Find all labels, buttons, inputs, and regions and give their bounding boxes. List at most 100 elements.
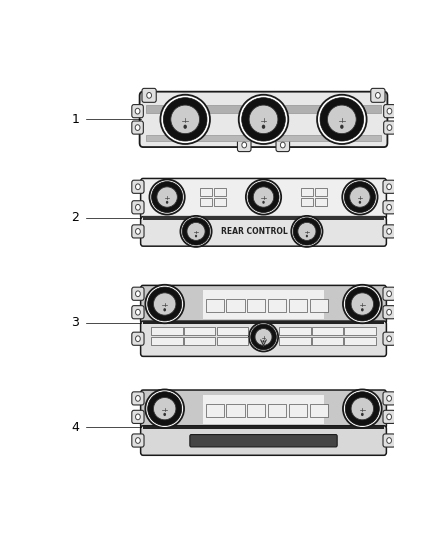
Ellipse shape: [293, 218, 321, 245]
Bar: [146, 106, 381, 113]
Ellipse shape: [317, 95, 367, 144]
Circle shape: [262, 201, 265, 204]
Bar: [143, 216, 384, 220]
FancyBboxPatch shape: [383, 392, 395, 405]
Bar: [200, 188, 212, 196]
Circle shape: [387, 108, 392, 114]
Circle shape: [135, 229, 140, 235]
FancyBboxPatch shape: [141, 321, 386, 357]
Bar: [206, 300, 224, 312]
FancyBboxPatch shape: [383, 434, 395, 447]
Text: REAR CONTROL: REAR CONTROL: [222, 227, 288, 236]
Bar: [312, 327, 343, 335]
Circle shape: [184, 125, 187, 129]
Circle shape: [387, 205, 392, 210]
Bar: [184, 336, 215, 345]
FancyBboxPatch shape: [132, 180, 144, 193]
FancyBboxPatch shape: [141, 426, 386, 455]
Text: 1: 1: [71, 113, 79, 126]
Text: 2: 2: [71, 212, 79, 224]
FancyBboxPatch shape: [132, 104, 143, 118]
Bar: [216, 336, 248, 345]
Circle shape: [387, 438, 392, 443]
FancyBboxPatch shape: [371, 88, 385, 102]
FancyBboxPatch shape: [276, 139, 290, 151]
Bar: [312, 336, 343, 345]
Bar: [184, 327, 215, 335]
Bar: [301, 198, 313, 206]
Bar: [310, 404, 328, 417]
Circle shape: [135, 438, 140, 443]
FancyBboxPatch shape: [383, 180, 395, 193]
Bar: [206, 404, 224, 417]
FancyBboxPatch shape: [237, 139, 251, 151]
Ellipse shape: [328, 105, 356, 134]
Bar: [214, 188, 226, 196]
Circle shape: [135, 125, 140, 131]
Ellipse shape: [253, 187, 274, 207]
Circle shape: [361, 413, 364, 416]
Ellipse shape: [291, 216, 322, 247]
Ellipse shape: [342, 180, 378, 215]
FancyBboxPatch shape: [140, 92, 387, 147]
Bar: [143, 426, 384, 429]
FancyBboxPatch shape: [383, 287, 395, 300]
FancyBboxPatch shape: [383, 410, 395, 423]
Ellipse shape: [148, 287, 182, 321]
FancyBboxPatch shape: [132, 225, 144, 238]
Bar: [203, 290, 324, 319]
Ellipse shape: [242, 98, 285, 141]
Bar: [247, 404, 265, 417]
Ellipse shape: [160, 95, 210, 144]
Circle shape: [135, 309, 140, 315]
Circle shape: [387, 336, 392, 342]
Ellipse shape: [350, 187, 370, 207]
FancyBboxPatch shape: [132, 392, 144, 405]
Bar: [200, 198, 212, 206]
FancyBboxPatch shape: [190, 434, 337, 447]
FancyBboxPatch shape: [383, 305, 395, 319]
Ellipse shape: [152, 182, 183, 213]
Bar: [310, 300, 328, 312]
Circle shape: [135, 108, 140, 114]
Bar: [247, 300, 265, 312]
Bar: [301, 188, 313, 196]
Ellipse shape: [239, 95, 288, 144]
Ellipse shape: [148, 392, 182, 425]
Circle shape: [387, 291, 392, 297]
FancyBboxPatch shape: [132, 332, 144, 345]
Bar: [146, 135, 381, 141]
Ellipse shape: [351, 293, 374, 315]
Bar: [289, 404, 307, 417]
Ellipse shape: [145, 390, 184, 428]
Circle shape: [387, 395, 392, 401]
Ellipse shape: [344, 182, 375, 213]
Bar: [143, 321, 384, 324]
FancyBboxPatch shape: [132, 121, 143, 134]
Bar: [344, 327, 375, 335]
Circle shape: [387, 125, 392, 131]
Circle shape: [387, 309, 392, 315]
FancyBboxPatch shape: [132, 201, 144, 214]
Circle shape: [135, 205, 140, 210]
Circle shape: [306, 235, 308, 237]
Ellipse shape: [163, 98, 207, 141]
Ellipse shape: [343, 285, 381, 323]
Ellipse shape: [249, 322, 278, 351]
FancyBboxPatch shape: [384, 121, 395, 134]
Circle shape: [195, 235, 197, 237]
Circle shape: [359, 201, 361, 204]
Circle shape: [135, 395, 140, 401]
FancyBboxPatch shape: [142, 88, 156, 102]
Circle shape: [262, 340, 265, 343]
Bar: [203, 395, 324, 424]
FancyBboxPatch shape: [383, 225, 395, 238]
Bar: [268, 300, 286, 312]
Circle shape: [375, 93, 380, 98]
Ellipse shape: [171, 105, 200, 134]
Circle shape: [135, 184, 140, 190]
Ellipse shape: [345, 287, 379, 321]
Ellipse shape: [145, 285, 184, 323]
Bar: [344, 336, 375, 345]
FancyBboxPatch shape: [132, 305, 144, 319]
